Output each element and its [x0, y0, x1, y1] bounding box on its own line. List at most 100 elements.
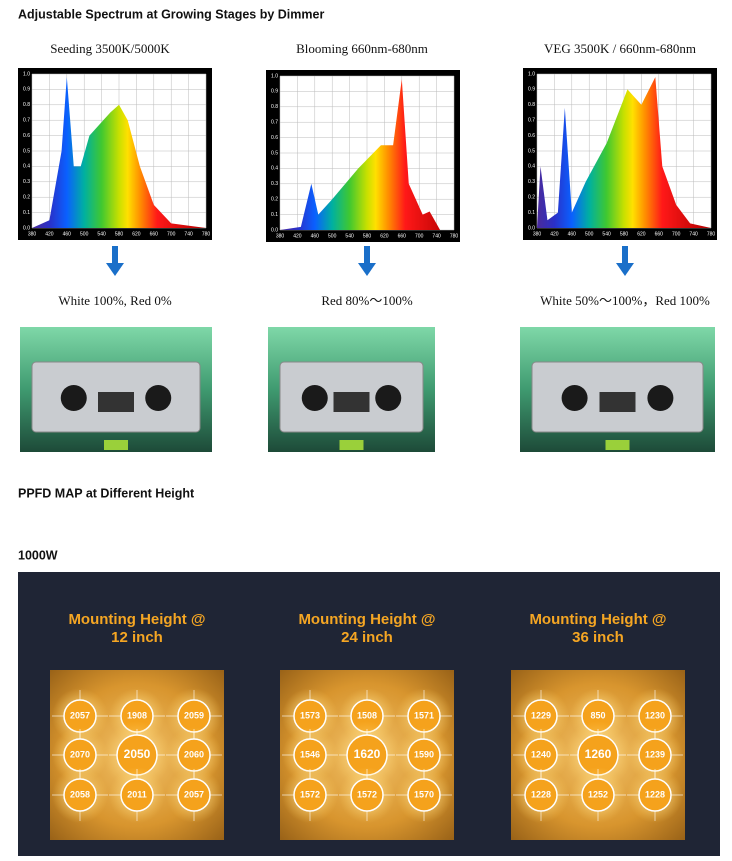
- spectrum-curve: [32, 77, 206, 228]
- x-tick-label: 380: [28, 231, 37, 237]
- map-height: 24 inch: [341, 629, 393, 646]
- y-tick-label: 0.1: [271, 212, 278, 218]
- y-tick-label: 0.4: [528, 164, 535, 170]
- ppfd-value: 1230: [645, 710, 665, 720]
- ppfd-value: 2060: [184, 749, 204, 759]
- ppfd-dot: [177, 778, 211, 812]
- ppfd-value: 2050: [124, 747, 151, 761]
- dimmer-caption: White 100%, Red 0%: [58, 293, 172, 308]
- ppfd-value: 1508: [357, 710, 377, 720]
- x-tick-label: 580: [363, 233, 372, 239]
- ppfd-dot: [581, 778, 615, 812]
- ppfd-value: 1228: [531, 789, 551, 799]
- ppfd-dot: [638, 778, 672, 812]
- x-tick-label: 700: [415, 233, 424, 239]
- heading: Adjustable Spectrum at Growing Stages by…: [18, 7, 324, 21]
- ports: [98, 392, 134, 412]
- x-tick-label: 460: [568, 231, 577, 237]
- x-tick-label: 420: [293, 233, 302, 239]
- knob: [60, 385, 87, 411]
- dimmer-photo: [268, 327, 435, 452]
- ppfd-value: 1571: [414, 710, 434, 720]
- x-tick-label: 660: [398, 233, 407, 239]
- ppfd-value: 2058: [70, 789, 90, 799]
- y-tick-label: 0.5: [271, 150, 278, 156]
- spectrum-title: VEG 3500K / 660nm-680nm: [544, 41, 696, 56]
- x-tick-label: 460: [63, 231, 72, 237]
- arrow-head: [358, 263, 376, 276]
- spectrum-curve: [280, 79, 454, 230]
- ports: [599, 392, 636, 412]
- ppfd-value: 850: [590, 710, 605, 720]
- ppfd-value: 1572: [357, 789, 377, 799]
- y-tick-label: 0.8: [23, 102, 30, 108]
- y-tick-label: 0.2: [23, 195, 30, 201]
- arrow-head: [106, 263, 124, 276]
- y-tick-label: 0.4: [271, 166, 278, 172]
- arrow-shaft: [364, 246, 370, 264]
- ppfd-value: 2057: [70, 710, 90, 720]
- connector: [104, 440, 128, 450]
- ppfd-value: 1590: [414, 749, 434, 759]
- y-tick-label: 0.9: [23, 87, 30, 93]
- connector: [605, 440, 630, 450]
- x-tick-label: 620: [637, 231, 646, 237]
- y-tick-label: 0.8: [528, 102, 535, 108]
- ppfd-value: 1620: [354, 747, 381, 761]
- knob: [301, 385, 328, 411]
- ppfd-value: 1546: [300, 749, 320, 759]
- y-tick-label: 0.0: [528, 225, 535, 231]
- ppfd-dot: [350, 778, 384, 812]
- y-tick-label: 1.0: [23, 71, 30, 77]
- x-tick-label: 700: [167, 231, 176, 237]
- map-title: Mounting Height @: [298, 611, 435, 628]
- ppfd-value: 1260: [585, 747, 612, 761]
- dimmer-caption: Red 80%～100%: [321, 293, 413, 308]
- ppfd-value: 1908: [127, 710, 147, 720]
- spectrum-curve: [537, 77, 711, 228]
- ppfd-dot: [524, 778, 558, 812]
- dimmer-photo: [520, 327, 715, 452]
- arrow-shaft: [622, 246, 628, 264]
- ppfd-dot: [407, 778, 441, 812]
- ppfd-value: 2057: [184, 789, 204, 799]
- power-label: 1000W: [18, 548, 58, 562]
- x-tick-label: 380: [276, 233, 285, 239]
- ppfd-heading: PPFD MAP at Different Height: [18, 486, 195, 500]
- dimmer-photo: [20, 327, 212, 452]
- x-tick-label: 740: [689, 231, 698, 237]
- x-tick-label: 580: [115, 231, 124, 237]
- x-tick-label: 540: [602, 231, 611, 237]
- knob: [145, 385, 172, 411]
- knob: [647, 385, 674, 411]
- y-tick-label: 0.7: [528, 118, 535, 124]
- x-tick-label: 620: [380, 233, 389, 239]
- ppfd-value: 2059: [184, 710, 204, 720]
- y-tick-label: 0.9: [528, 87, 535, 93]
- y-tick-label: 0.5: [528, 148, 535, 154]
- x-tick-label: 780: [450, 233, 459, 239]
- spectrum-title: Blooming 660nm-680nm: [296, 41, 428, 56]
- ports: [333, 392, 370, 412]
- ppfd-value: 1572: [300, 789, 320, 799]
- y-tick-label: 1.0: [528, 71, 535, 77]
- knob: [375, 385, 402, 411]
- arrow-shaft: [112, 246, 118, 264]
- x-tick-label: 460: [311, 233, 320, 239]
- ppfd-dot: [63, 778, 97, 812]
- ppfd-value: 2070: [70, 749, 90, 759]
- y-tick-label: 0.1: [23, 210, 30, 216]
- y-tick-label: 0.6: [23, 133, 30, 139]
- knob: [561, 385, 588, 411]
- x-tick-label: 500: [328, 233, 337, 239]
- ppfd-dot: [120, 778, 154, 812]
- y-tick-label: 0.6: [271, 135, 278, 141]
- y-tick-label: 0.1: [528, 210, 535, 216]
- x-tick-label: 740: [432, 233, 441, 239]
- x-tick-label: 740: [184, 231, 193, 237]
- y-tick-label: 0.4: [23, 164, 30, 170]
- ppfd-value: 2011: [127, 789, 147, 799]
- y-tick-label: 0.6: [528, 133, 535, 139]
